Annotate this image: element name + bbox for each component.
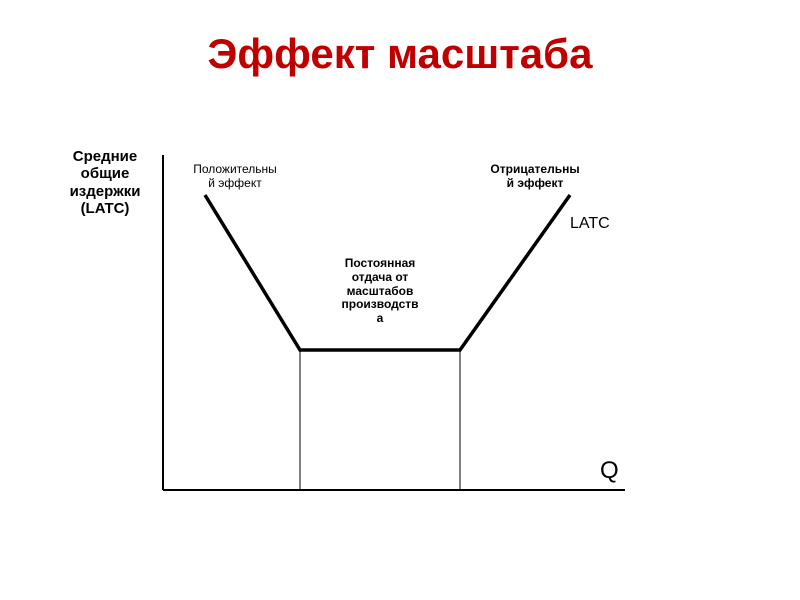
- chart-svg: [0, 0, 800, 600]
- page-container: { "title": { "text": "Эффект масштаба", …: [0, 0, 800, 600]
- latc-curve: [205, 195, 570, 350]
